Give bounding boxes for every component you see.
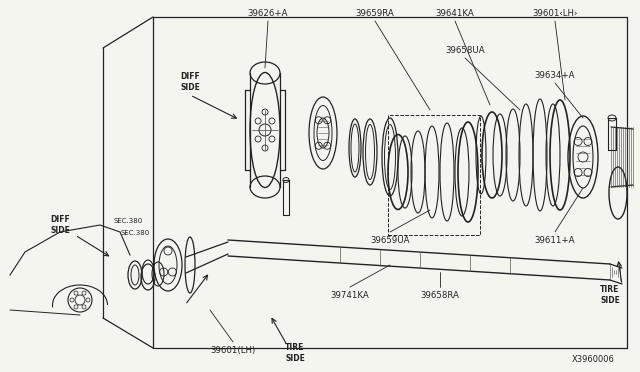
Text: SEC.380: SEC.380: [120, 230, 150, 236]
Text: TIRE
SIDE: TIRE SIDE: [600, 285, 620, 305]
Text: 39659RA: 39659RA: [356, 9, 394, 17]
Text: DIFF
SIDE: DIFF SIDE: [50, 215, 70, 235]
Text: TIRE
SIDE: TIRE SIDE: [285, 343, 305, 363]
Text: 39601‹LH›: 39601‹LH›: [532, 9, 578, 17]
Text: 39641KA: 39641KA: [436, 9, 474, 17]
Text: 39658UA: 39658UA: [445, 45, 485, 55]
Text: 39634+A: 39634+A: [535, 71, 575, 80]
Text: 39601(LH): 39601(LH): [211, 346, 255, 355]
Bar: [388, 115, 480, 235]
Text: 39659UA: 39659UA: [371, 235, 410, 244]
Text: DIFF
SIDE: DIFF SIDE: [180, 72, 200, 92]
Text: 39626+A: 39626+A: [248, 9, 288, 17]
Text: SEC.380: SEC.380: [113, 218, 143, 224]
Text: 39741KA: 39741KA: [331, 291, 369, 299]
Text: 39611+A: 39611+A: [535, 235, 575, 244]
Text: X3960006: X3960006: [572, 356, 615, 365]
Text: 39658RA: 39658RA: [420, 291, 460, 299]
